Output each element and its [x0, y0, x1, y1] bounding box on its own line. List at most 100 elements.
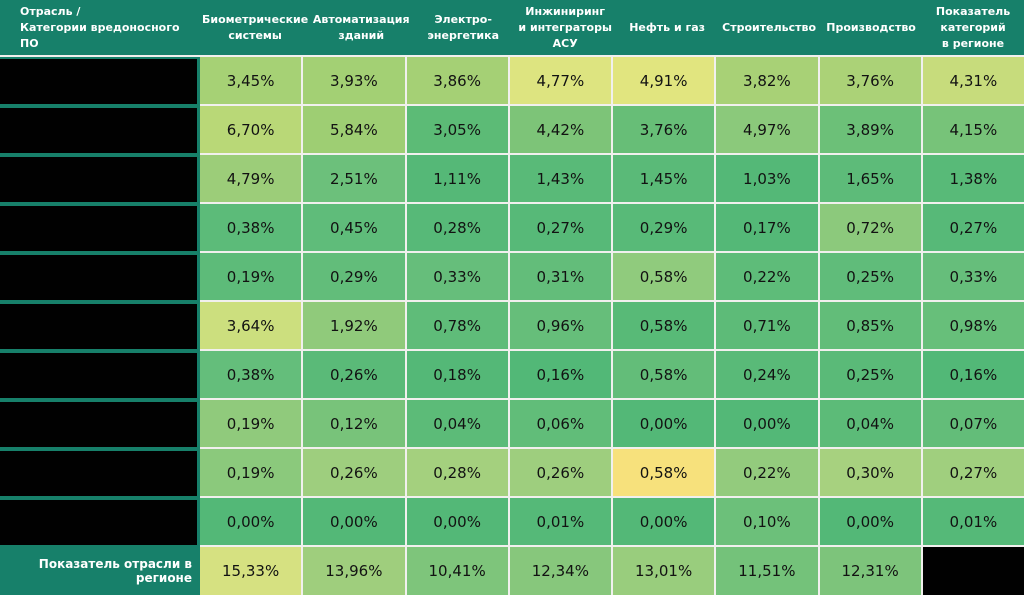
- column-header: Нефть и газ: [629, 20, 706, 34]
- heatmap-cell: 0,30%: [819, 449, 923, 498]
- heatmap-cell: 4,31%: [922, 57, 1024, 106]
- row-label-redacted: [0, 353, 197, 398]
- heatmap-cell: 0,19%: [200, 253, 304, 302]
- heatmap-cell: 0,22%: [716, 253, 820, 302]
- heatmap-cell: 2,51%: [303, 155, 407, 204]
- heatmap-cell: 1,11%: [406, 155, 510, 204]
- footer-label: Показатель отрасли в регионе: [0, 547, 200, 595]
- heatmap-cell: 0,33%: [922, 253, 1024, 302]
- heatmap-cell: 1,92%: [303, 302, 407, 351]
- column-header: Строительство: [722, 20, 817, 34]
- heatmap-cell: 0,19%: [200, 400, 304, 449]
- heatmap-cell: 3,76%: [613, 106, 717, 155]
- heatmap-cell: 0,25%: [819, 351, 923, 400]
- heatmap-cell: 3,82%: [716, 57, 820, 106]
- heatmap-cell: 0,17%: [716, 204, 820, 253]
- heatmap-cell: 0,58%: [613, 253, 717, 302]
- heatmap-cell: 0,19%: [200, 449, 304, 498]
- row-label-redacted: [0, 402, 197, 447]
- heatmap-cell: 0,27%: [509, 204, 613, 253]
- row-label-redacted: [0, 59, 197, 104]
- row-label-redacted: [0, 500, 197, 545]
- heatmap-cell: 0,33%: [406, 253, 510, 302]
- heatmap-cell: 0,38%: [200, 204, 304, 253]
- heatmap-cell: 4,15%: [922, 106, 1024, 155]
- heatmap-cell: 1,45%: [613, 155, 717, 204]
- footer-corner-redacted: [922, 547, 1024, 595]
- heatmap-cell: 0,00%: [303, 498, 407, 547]
- heatmap-cell: 0,24%: [716, 351, 820, 400]
- row-label-cell: [0, 204, 200, 253]
- heatmap-cell: 0,16%: [922, 351, 1024, 400]
- heatmap-cell: 3,76%: [819, 57, 923, 106]
- heatmap-cell: 0,26%: [303, 449, 407, 498]
- heatmap-cell: 0,18%: [406, 351, 510, 400]
- footer-heatmap-cell: 12,34%: [509, 547, 613, 595]
- heatmap-cell: 0,00%: [613, 498, 717, 547]
- heatmap-cell: 3,93%: [303, 57, 407, 106]
- footer-heatmap-cell: 10,41%: [406, 547, 510, 595]
- heatmap-cell: 0,00%: [716, 400, 820, 449]
- table-row: 3,45% 3,93% 3,86% 4,77% 4,91% 3,82% 3,76% 4,31%: [0, 57, 1024, 106]
- footer-heatmap-cell: 13,96%: [303, 547, 407, 595]
- row-label-cell: [0, 155, 200, 204]
- heatmap-cell: 0,27%: [922, 449, 1024, 498]
- heatmap-cell: 4,79%: [200, 155, 304, 204]
- table-row: 6,70% 5,84% 3,05% 4,42% 3,76% 4,97% 3,89% 4,15%: [0, 106, 1024, 155]
- row-label-redacted: [0, 255, 197, 300]
- heatmap-cell: 1,65%: [819, 155, 923, 204]
- heatmap-cell: 0,58%: [613, 351, 717, 400]
- row-label-redacted: [0, 108, 197, 153]
- table-row: 0,19% 0,12% 0,04% 0,06% 0,00% 0,00% 0,04% 0,07%: [0, 400, 1024, 449]
- heatmap-cell: 0,26%: [509, 449, 613, 498]
- heatmap-cell: 0,72%: [819, 204, 923, 253]
- heatmap-cell: 0,96%: [509, 302, 613, 351]
- row-label-cell: [0, 498, 200, 547]
- heatmap-cell: 0,45%: [303, 204, 407, 253]
- heatmap-cell: 5,84%: [303, 106, 407, 155]
- row-label-cell: [0, 302, 200, 351]
- heatmap-cell: 3,89%: [819, 106, 923, 155]
- column-header: Автоматизация зданий: [312, 12, 410, 42]
- column-header: Показатель категорий в регионе: [935, 4, 1011, 50]
- heatmap-cell: 4,91%: [613, 57, 717, 106]
- column-header: Инжиниринг и интеграторы АСУ: [518, 4, 612, 50]
- heatmap-cell: 3,86%: [406, 57, 510, 106]
- heatmap-cell: 0,04%: [819, 400, 923, 449]
- heatmap-cell: 0,26%: [303, 351, 407, 400]
- row-label-redacted: [0, 304, 197, 349]
- heatmap-cell: 0,98%: [922, 302, 1024, 351]
- heatmap-cell: 0,28%: [406, 204, 510, 253]
- heatmap-cell: 0,00%: [819, 498, 923, 547]
- header-row: Отрасль / Категории вредоносного ПО Биом…: [0, 0, 1024, 57]
- heatmap-cell: 0,04%: [406, 400, 510, 449]
- corner-header-label: Отрасль / Категории вредоносного ПО: [20, 4, 180, 50]
- row-label-cell: [0, 400, 200, 449]
- row-label-cell: [0, 351, 200, 400]
- heatmap-cell: 0,12%: [303, 400, 407, 449]
- table-row: 0,38% 0,45% 0,28% 0,27% 0,29% 0,17% 0,72% 0,27%: [0, 204, 1024, 253]
- heatmap-cell: 0,29%: [303, 253, 407, 302]
- table-row: 0,19% 0,29% 0,33% 0,31% 0,58% 0,22% 0,25% 0,33%: [0, 253, 1024, 302]
- heatmap-cell: 0,00%: [200, 498, 304, 547]
- table-row: 4,79% 2,51% 1,11% 1,43% 1,45% 1,03% 1,65% 1,38%: [0, 155, 1024, 204]
- heatmap-cell: 1,43%: [509, 155, 613, 204]
- column-header: Биометрические системы: [202, 12, 309, 42]
- heatmap-cell: 0,22%: [716, 449, 820, 498]
- heatmap-cell: 1,03%: [716, 155, 820, 204]
- row-label-cell: [0, 106, 200, 155]
- heatmap-cell: 3,05%: [406, 106, 510, 155]
- heatmap-cell: 4,77%: [509, 57, 613, 106]
- row-label-redacted: [0, 206, 197, 251]
- row-label-cell: [0, 57, 200, 106]
- row-label-redacted: [0, 451, 197, 496]
- heatmap-cell: 4,42%: [509, 106, 613, 155]
- heatmap-cell: 0,85%: [819, 302, 923, 351]
- column-header: Производство: [826, 20, 916, 34]
- heatmap-cell: 0,25%: [819, 253, 923, 302]
- footer-row: Показатель отрасли в регионе 15,33% 13,96…: [0, 547, 1024, 595]
- heatmap-cell: 0,00%: [613, 400, 717, 449]
- corner-header-cell: Отрасль / Категории вредоносного ПО: [0, 0, 200, 55]
- footer-heatmap-cell: 13,01%: [613, 547, 717, 595]
